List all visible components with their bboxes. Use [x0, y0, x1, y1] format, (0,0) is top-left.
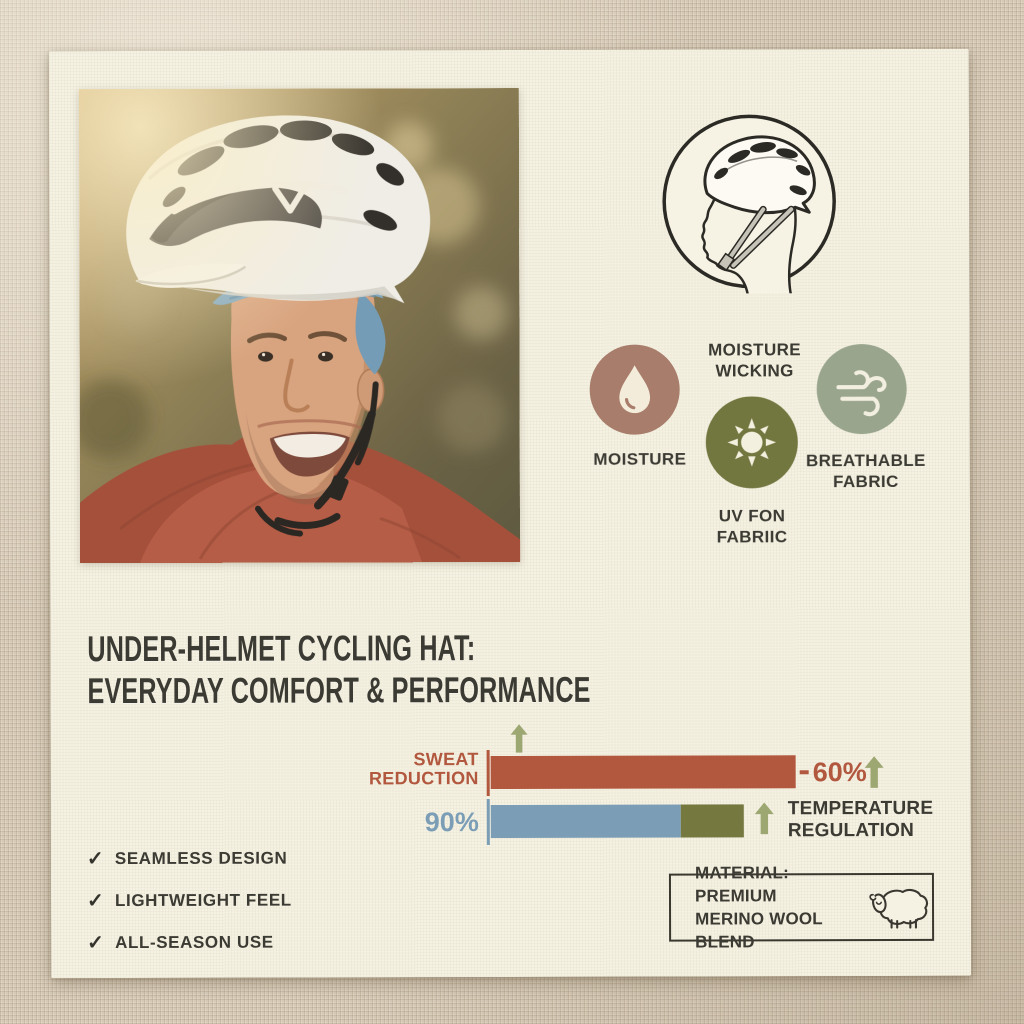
bar-label-sweat-reduction: SWEAT REDUCTION — [368, 749, 479, 789]
checklist-label: SEAMLESS DESIGN — [114, 848, 288, 868]
up-arrow-icon — [510, 724, 528, 758]
bar-axis-tick — [486, 750, 490, 797]
bar-temperature-regulation — [490, 804, 744, 839]
cyclist-portrait-illustration — [78, 87, 521, 564]
material-info-box: MATERIAL: PREMIUM MERINO WOOL BLEND — [668, 863, 935, 952]
bar-value-sweat: 60% — [812, 757, 867, 788]
water-drop-icon — [589, 344, 680, 435]
page-title: UNDER-HELMET CYCLING HAT: EVERYDAY COMFO… — [87, 627, 591, 712]
moisture-wicking-label: MOISTURE WICKING — [708, 340, 802, 381]
list-item: ✓ LIGHTWEIGHT FEEL — [87, 888, 292, 914]
sheep-icon — [869, 883, 929, 931]
bar-segment-blue — [490, 804, 681, 839]
material-label: MATERIAL: PREMIUM MERINO WOOL BLEND — [694, 863, 823, 952]
bar-axis-tick — [486, 799, 490, 846]
sun-icon — [705, 396, 798, 489]
wind-icon — [816, 343, 907, 435]
up-arrow-icon — [864, 756, 884, 793]
uv-fabric-label: UV FON FABRIIC — [716, 506, 788, 547]
list-item: ✓ ALL-SEASON USE — [87, 930, 292, 956]
moisture-label: MOISTURE — [593, 449, 687, 469]
infographic-card: MOISTURE WICKING MOISTURE UV FON FABRIIC — [48, 48, 972, 979]
check-icon: ✓ — [87, 932, 104, 955]
helmet-profile-icon — [657, 109, 841, 305]
breathable-fabric-label: BREATHABLE FABRIC — [805, 450, 926, 492]
checklist-label: LIGHTWEIGHT FEEL — [114, 890, 292, 910]
cyclist-portrait-photo — [78, 87, 521, 564]
checklist-label: ALL-SEASON USE — [115, 932, 274, 952]
bar-label-temperature-regulation: TEMPERATURE REGULATION — [787, 797, 934, 842]
bar-segment-olive — [680, 804, 744, 838]
check-icon: ✓ — [86, 848, 104, 871]
feature-checklist: ✓ SEAMLESS DESIGN ✓ LIGHTWEIGHT FEEL ✓ A… — [87, 846, 292, 973]
bar-value-tick — [799, 770, 809, 775]
bar-value-temperature: 90% — [424, 807, 479, 838]
up-arrow-icon — [754, 801, 774, 840]
bar-sweat-reduction — [490, 755, 796, 790]
list-item: ✓ SEAMLESS DESIGN — [87, 846, 292, 872]
check-icon: ✓ — [86, 890, 104, 913]
